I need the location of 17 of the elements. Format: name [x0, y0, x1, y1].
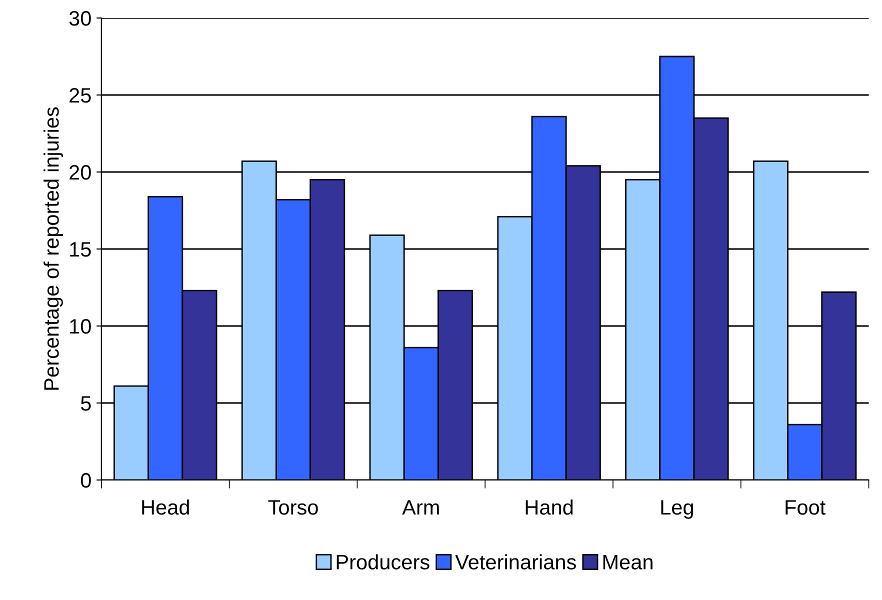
y-tick-label: 5	[80, 396, 91, 411]
x-tick-label: Foot	[786, 500, 826, 515]
x-tick-label: Leg	[661, 500, 693, 519]
y-tick-label: 10	[70, 319, 91, 334]
x-tick-label: Head	[142, 499, 189, 515]
y-tick-label: 25	[70, 88, 91, 103]
y-tick-label: 15	[70, 242, 91, 257]
x-tick-label: Arm	[402, 500, 439, 515]
y-tick-label: 0	[80, 473, 91, 488]
y-tick-label: 20	[70, 165, 91, 180]
legend-label: Veterinarians	[455, 554, 576, 570]
x-tick-label: Hand	[526, 499, 573, 515]
legend-label: Producers	[336, 554, 430, 570]
x-tick-label: Torso	[268, 500, 318, 515]
y-tick-label: 30	[69, 11, 91, 26]
legend-label: Mean	[603, 554, 652, 570]
y-axis-title: Percentage of reported injuries	[44, 107, 63, 390]
